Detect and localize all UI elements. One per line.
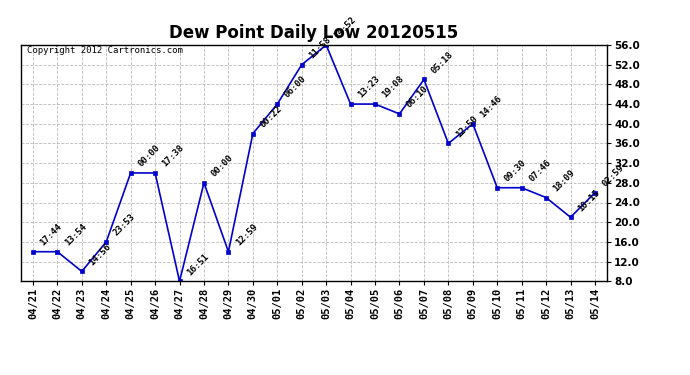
Text: 17:38: 17:38 [161,143,186,169]
Text: 07:46: 07:46 [527,158,553,184]
Text: 14:56: 14:56 [88,242,112,267]
Text: 13:54: 13:54 [63,222,88,248]
Text: 19:08: 19:08 [381,75,406,100]
Text: 12:59: 12:59 [234,222,259,248]
Text: 16:51: 16:51 [185,252,210,277]
Text: 00:00: 00:00 [210,153,235,178]
Text: 05:18: 05:18 [429,50,455,75]
Text: 12:50: 12:50 [454,114,480,139]
Text: Copyright 2012 Cartronics.com: Copyright 2012 Cartronics.com [26,46,182,55]
Text: 14:52: 14:52 [332,15,357,41]
Text: 14:46: 14:46 [478,94,504,120]
Text: 00:00: 00:00 [136,143,161,169]
Text: 02:59: 02:59 [600,163,626,189]
Title: Dew Point Daily Low 20120515: Dew Point Daily Low 20120515 [169,24,459,42]
Text: 17:44: 17:44 [39,222,64,248]
Text: 00:22: 00:22 [259,104,284,129]
Text: 10:15: 10:15 [576,188,602,213]
Text: 09:30: 09:30 [503,158,528,184]
Text: 18:09: 18:09 [552,168,577,194]
Text: 06:10: 06:10 [405,84,431,110]
Text: 23:53: 23:53 [112,212,137,238]
Text: 13:23: 13:23 [356,75,382,100]
Text: 11:58: 11:58 [307,35,333,60]
Text: 06:00: 06:00 [283,75,308,100]
